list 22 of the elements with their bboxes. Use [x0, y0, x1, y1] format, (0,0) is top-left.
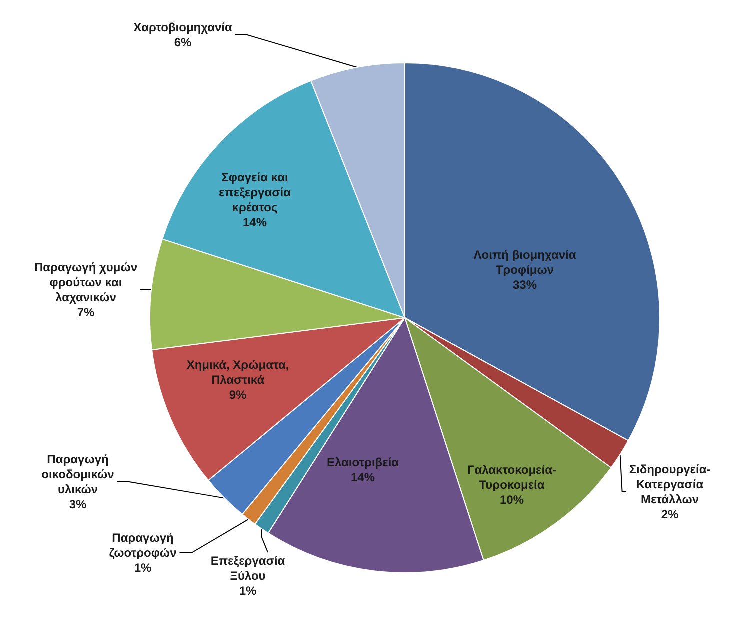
data-label: 2%: [661, 508, 679, 522]
data-label: 1%: [134, 561, 152, 575]
data-label: 14%: [350, 470, 376, 484]
slice-label: Παραγωγή χυμών φρούτων και λαχανικών: [34, 260, 138, 304]
slice-label: Γαλακτοκομεία-Τυροκομεία: [468, 463, 556, 492]
data-label: 10%: [500, 493, 524, 507]
data-label: 7%: [77, 306, 95, 320]
slice-label: Σιδηρουργεία-Κατεργασία Μετάλλων: [629, 462, 711, 506]
slice-label: Ελαιοτριβεία: [326, 456, 400, 470]
data-label: 33%: [512, 278, 538, 292]
slice-label: Χαρτοβιομηχανία: [134, 20, 233, 34]
slice-label: Λοιπή βιομηχανία Τροφίμων: [474, 248, 577, 277]
data-label: 1%: [239, 584, 257, 598]
data-label: 3%: [69, 498, 87, 512]
data-label: 6%: [174, 36, 192, 50]
slice-label: Χημικά, Χρώματα, Πλαστικά: [186, 358, 290, 387]
slice-label: Σφαγεία και επεξεργασία κρέατος: [218, 170, 292, 214]
data-label: 14%: [242, 216, 268, 230]
slice-label: Παραγωγή οικοδομικών υλικών: [42, 452, 115, 496]
slice-label: Επεξεργασία Ξύλου: [210, 554, 286, 583]
slice-label: Παραγωγή ζωοτροφών: [109, 531, 178, 560]
data-label: 9%: [229, 388, 247, 402]
